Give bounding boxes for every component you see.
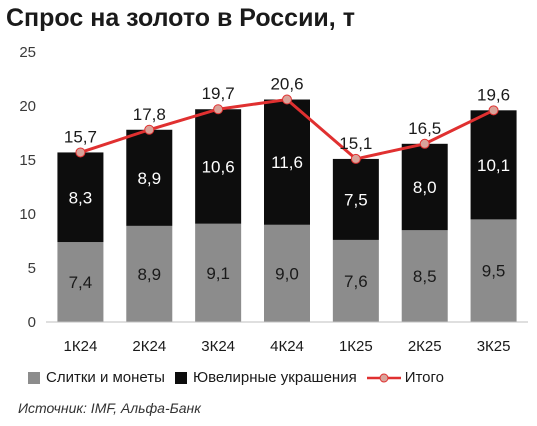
total-point bbox=[75, 147, 86, 158]
bar-segment-bars-coins bbox=[470, 219, 517, 322]
segment-value-label: 7,5 bbox=[344, 190, 368, 209]
segment-value-label: 7,6 bbox=[344, 272, 368, 291]
segment-value-label: 9,1 bbox=[206, 264, 230, 283]
y-tick-label: 25 bbox=[19, 44, 36, 61]
total-labels: 15,7 17,8 19,7 20,6 15,1 16,5 19,6 bbox=[64, 75, 510, 153]
bar-segment-jewelry bbox=[57, 152, 104, 243]
total-value-label: 15,1 bbox=[339, 134, 372, 153]
segment-labels: 7,4 8,3 8,9 8,9 9,1 10,6 9,0 11,6 7,6 7,5 8,5 8,0 9,… bbox=[69, 153, 511, 292]
total-value-label: 19,7 bbox=[202, 84, 235, 103]
segment-value-label: 9,0 bbox=[275, 264, 299, 283]
legend-item-total: Итого bbox=[366, 369, 445, 386]
x-tick-label: 2К24 bbox=[132, 338, 166, 355]
source-note: Источник: IMF, Альфа-Банк bbox=[18, 400, 201, 416]
y-axis: 0 5 10 15 20 25 bbox=[19, 44, 36, 331]
bar-segment-jewelry bbox=[470, 110, 517, 220]
segment-value-label: 8,9 bbox=[137, 265, 161, 284]
legend-swatch-total bbox=[366, 373, 401, 382]
segment-value-label: 9,5 bbox=[482, 262, 506, 281]
segment-value-label: 8,3 bbox=[69, 188, 93, 207]
legend-item-jewelry: Ювелирные украшения bbox=[174, 369, 357, 386]
segment-value-label: 10,6 bbox=[202, 157, 235, 176]
legend-item-bars-coins: Слитки и монеты bbox=[28, 369, 165, 386]
x-tick-label: 1К25 bbox=[339, 338, 373, 355]
x-tick-label: 3К25 bbox=[477, 338, 511, 355]
chart-title: Спрос на золото в России, т bbox=[6, 4, 355, 32]
y-tick-label: 20 bbox=[19, 98, 36, 115]
total-point bbox=[488, 105, 499, 116]
bar-segment-jewelry bbox=[264, 99, 310, 225]
total-point bbox=[350, 153, 361, 164]
y-tick-label: 15 bbox=[19, 152, 36, 169]
bar-segment-bars-coins bbox=[401, 230, 448, 322]
total-point bbox=[213, 104, 224, 115]
total-value-label: 16,5 bbox=[408, 119, 441, 138]
total-value-label: 19,6 bbox=[477, 85, 510, 104]
y-tick-label: 10 bbox=[19, 206, 36, 223]
bar-segment-bars-coins bbox=[195, 223, 242, 322]
legend-label-total: Итого bbox=[404, 369, 445, 386]
total-point bbox=[282, 94, 292, 105]
bar-segment-bars-coins bbox=[264, 224, 310, 322]
segment-value-label: 11,6 bbox=[271, 153, 303, 172]
segment-value-label: 8,0 bbox=[413, 178, 437, 197]
bar-segment-jewelry bbox=[332, 158, 379, 240]
segment-value-label: 10,1 bbox=[477, 156, 510, 175]
legend-swatch-bars-coins bbox=[28, 371, 40, 384]
x-tick-label: 2К25 bbox=[408, 338, 442, 355]
bar-segment-jewelry bbox=[195, 109, 242, 224]
bar-segment-bars-coins bbox=[332, 239, 379, 322]
gold-demand-chart: 0 5 10 15 20 25 7,4 8,3 8,9 8,9 9,1 10,6 9,0 11,6 7,6… bbox=[19, 44, 528, 355]
y-tick-label: 0 bbox=[28, 314, 36, 331]
legend-label-bars-coins: Слитки и монеты bbox=[46, 369, 165, 386]
total-value-label: 17,8 bbox=[133, 105, 166, 124]
legend: Слитки и монеты Ювелирные украшения Итог… bbox=[28, 369, 454, 386]
segment-value-label: 8,9 bbox=[137, 169, 161, 188]
y-tick-label: 5 bbox=[28, 260, 36, 277]
bar-segment-jewelry bbox=[126, 129, 173, 226]
bars bbox=[57, 99, 517, 322]
segment-value-label: 8,5 bbox=[413, 267, 437, 286]
total-value-label: 15,7 bbox=[64, 127, 97, 146]
bar-segment-bars-coins bbox=[57, 242, 104, 322]
total-value-label: 20,6 bbox=[270, 75, 303, 94]
total-point bbox=[419, 138, 430, 149]
bar-segment-bars-coins bbox=[126, 225, 173, 322]
x-axis: 1К24 2К24 3К24 4К24 1К25 2К25 3К25 bbox=[46, 321, 528, 355]
total-line bbox=[75, 94, 499, 164]
bar-segment-jewelry bbox=[401, 143, 448, 231]
x-tick-label: 4К24 bbox=[270, 338, 304, 355]
segment-value-label: 7,4 bbox=[69, 273, 93, 292]
total-point bbox=[144, 124, 155, 135]
x-tick-label: 3К24 bbox=[201, 338, 235, 355]
legend-swatch-jewelry bbox=[174, 371, 187, 384]
x-tick-label: 1К24 bbox=[64, 338, 98, 355]
legend-label-jewelry: Ювелирные украшения bbox=[192, 369, 357, 386]
